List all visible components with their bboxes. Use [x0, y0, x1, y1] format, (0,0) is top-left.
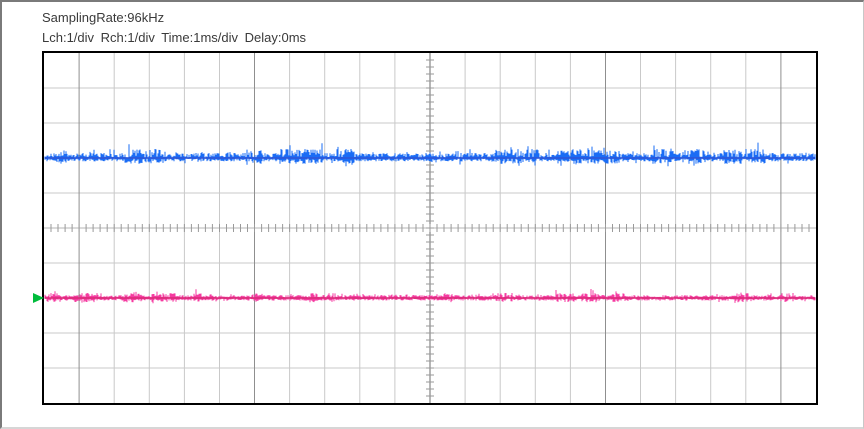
trace-lch [44, 142, 816, 167]
scope-border [42, 51, 818, 405]
channel-settings-label: Lch:1/div Rch:1/div Time:1ms/div Delay:0… [42, 30, 307, 45]
header: SamplingRate:96kHz Lch:1/div Rch:1/div T… [42, 8, 306, 48]
sampling-rate-label: SamplingRate:96kHz [42, 10, 165, 25]
waveform-traces [44, 142, 816, 304]
trigger-marker [33, 293, 44, 303]
trace-rch [44, 289, 816, 304]
center-axis-ticks [50, 59, 810, 397]
